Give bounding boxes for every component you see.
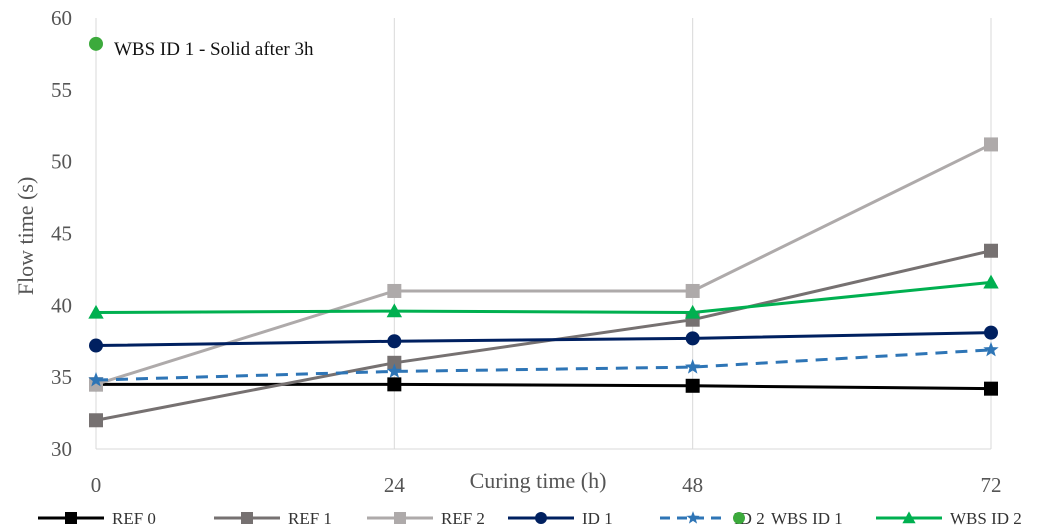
series-line-id-1 bbox=[95, 331, 992, 348]
data-point-id-1 bbox=[685, 331, 700, 346]
x-tick-label: 72 bbox=[981, 473, 1002, 497]
data-point-wbs-id-2 bbox=[684, 304, 701, 319]
data-point-ref-1 bbox=[984, 243, 998, 258]
legend-marker-ref-2 bbox=[394, 512, 406, 524]
data-point-wbs-id-2 bbox=[88, 304, 104, 319]
data-point-id-1 bbox=[984, 325, 998, 340]
x-tick-label: 24 bbox=[384, 473, 406, 497]
data-point-wbs-id-2 bbox=[386, 303, 403, 318]
series-line-id-2 bbox=[95, 348, 992, 382]
legend-item-ref-2: REF 2 bbox=[367, 509, 485, 528]
legend-item-id-2: ID 2 bbox=[660, 509, 765, 528]
legend-marker-wbs-id-1 bbox=[733, 512, 745, 524]
data-point-ref-2 bbox=[984, 137, 998, 152]
legend-item-ref-1: REF 1 bbox=[214, 509, 332, 528]
legend-marker-ref-1 bbox=[241, 512, 253, 524]
series-id-1 bbox=[89, 325, 998, 353]
y-tick-label: 50 bbox=[51, 150, 72, 174]
legend: REF 0 REF 1 REF 2 ID 1 ID 2 WBS ID 1 WBS ID 2 bbox=[38, 509, 1022, 528]
x-tick-label: 48 bbox=[682, 473, 703, 497]
series-ref-0 bbox=[89, 377, 998, 396]
axes: 30 35 40 45 50 55 60 0 24 48 72 bbox=[51, 6, 1002, 497]
data-point-id-2 bbox=[983, 341, 999, 357]
legend-item-ref-0: REF 0 bbox=[38, 509, 156, 528]
data-point-ref-0 bbox=[984, 381, 998, 396]
data-point-ref-0 bbox=[387, 377, 402, 392]
data-point-ref-1 bbox=[387, 355, 402, 370]
data-point-id-1 bbox=[387, 334, 402, 349]
x-tick-label: 0 bbox=[91, 473, 102, 497]
y-tick-label: 55 bbox=[51, 78, 72, 102]
x-axis-title: Curing time (h) bbox=[470, 468, 607, 493]
legend-label-wbs-id-1: WBS ID 1 bbox=[771, 509, 843, 528]
chart-annotation: WBS ID 1 - Solid after 3h bbox=[114, 39, 314, 60]
legend-label-ref-0: REF 0 bbox=[112, 509, 156, 528]
y-axis-title: Flow time (s) bbox=[13, 177, 38, 296]
series-line-wbs-id-2 bbox=[95, 280, 992, 315]
legend-marker-wbs-id-2 bbox=[902, 511, 916, 524]
legend-item-wbs-id-2: WBS ID 2 bbox=[876, 509, 1022, 528]
y-tick-label: 40 bbox=[51, 293, 72, 317]
data-point-ref-2 bbox=[685, 283, 700, 298]
y-tick-label: 45 bbox=[51, 222, 72, 246]
series-ref-2 bbox=[89, 137, 998, 392]
data-point-ref-2 bbox=[387, 283, 402, 298]
legend-item-id-1: ID 1 bbox=[508, 509, 613, 528]
legend-label-wbs-id-2: WBS ID 2 bbox=[950, 509, 1022, 528]
legend-item-wbs-id-1: WBS ID 1 bbox=[733, 509, 843, 528]
data-point-id-1 bbox=[89, 338, 103, 353]
data-point-wbs-id-2 bbox=[983, 274, 999, 289]
legend-marker-id-1 bbox=[535, 512, 547, 524]
legend-marker-ref-0 bbox=[65, 512, 77, 524]
data-point-id-2 bbox=[685, 359, 701, 374]
data-point-ref-1 bbox=[89, 413, 103, 428]
legend-marker-id-2 bbox=[686, 511, 700, 524]
series-id-2 bbox=[88, 341, 999, 387]
data-point-wbs-id-1 bbox=[89, 36, 103, 51]
series-line-ref-0 bbox=[96, 382, 992, 391]
series-line-ref-2 bbox=[95, 143, 992, 386]
series-layer bbox=[88, 36, 999, 428]
legend-label-id-1: ID 1 bbox=[582, 509, 613, 528]
legend-label-ref-1: REF 1 bbox=[288, 509, 332, 528]
data-point-ref-0 bbox=[685, 378, 700, 393]
y-tick-label: 35 bbox=[51, 365, 72, 389]
data-point-id-2 bbox=[386, 363, 402, 378]
data-point-id-2 bbox=[88, 371, 104, 387]
legend-label-ref-2: REF 2 bbox=[441, 509, 485, 528]
series-wbs-id-1 bbox=[89, 36, 103, 51]
series-wbs-id-2 bbox=[88, 274, 999, 319]
y-tick-label: 30 bbox=[51, 437, 72, 461]
y-tick-label: 60 bbox=[51, 6, 72, 30]
